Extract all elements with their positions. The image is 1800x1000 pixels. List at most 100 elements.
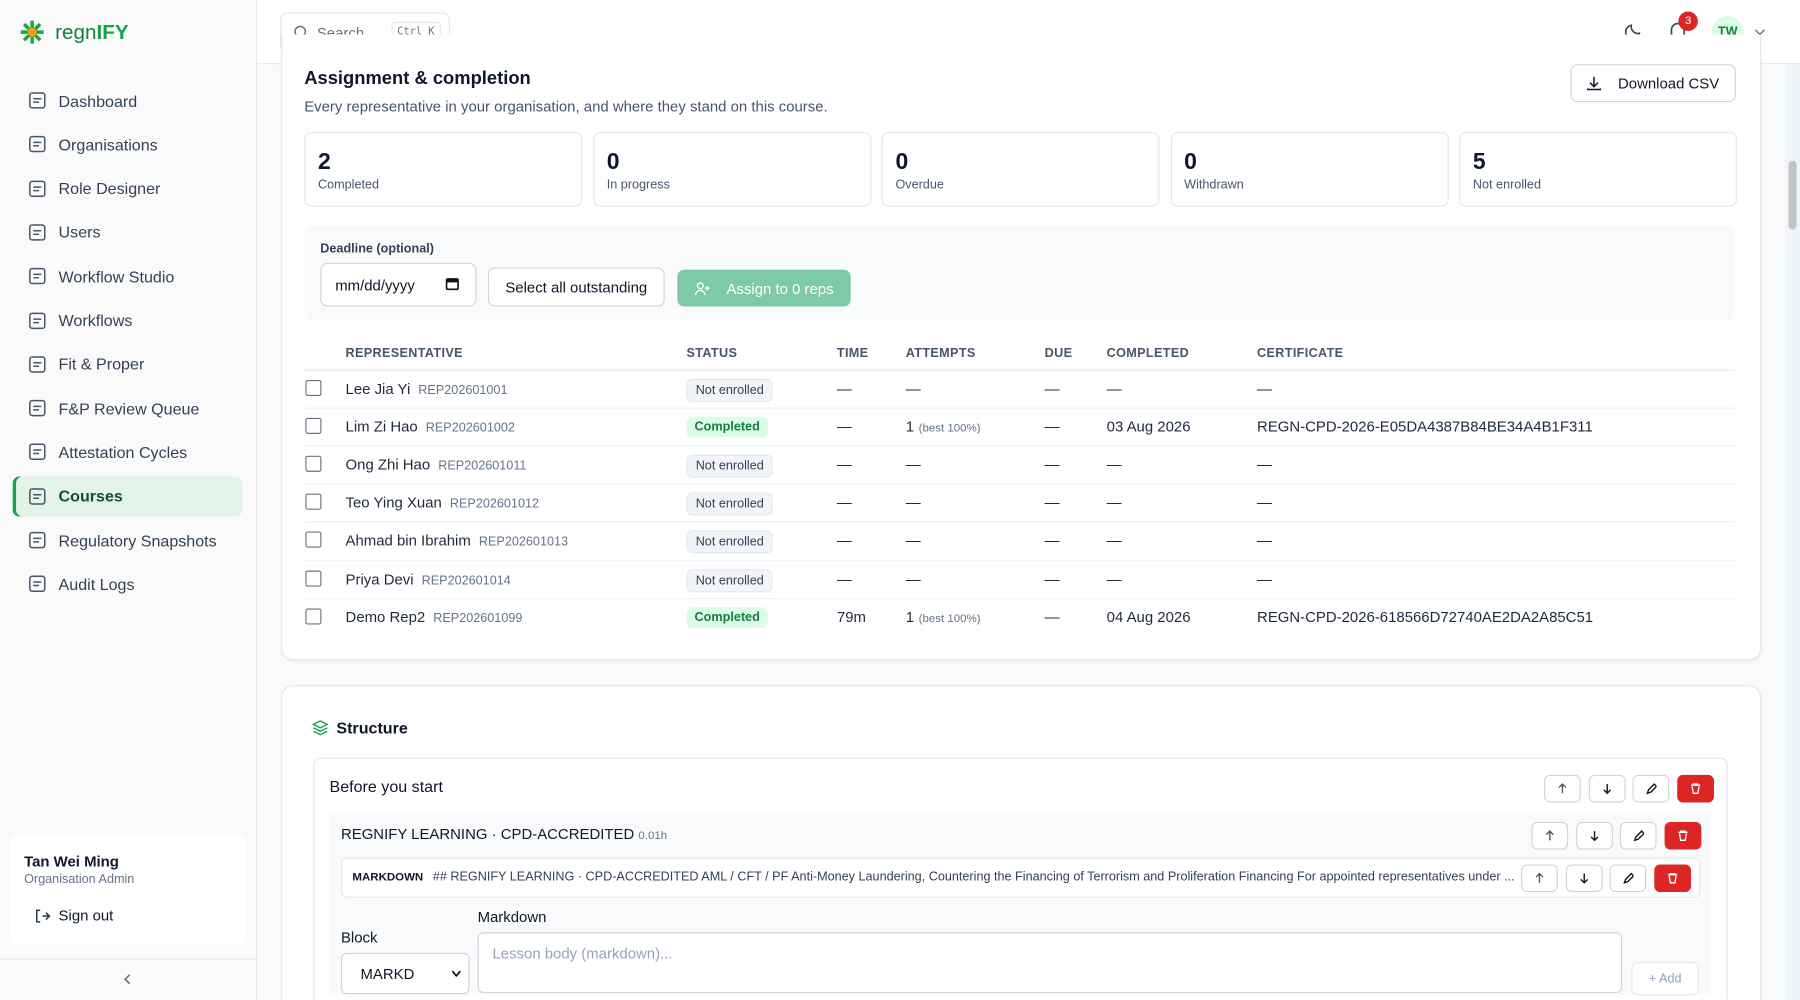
edit-button[interactable] <box>1619 821 1657 850</box>
select-all-label[interactable]: Select all outstanding <box>505 278 648 296</box>
add-label[interactable]: + Add <box>1648 971 1682 986</box>
nav-label[interactable]: Fit & Proper <box>58 355 145 374</box>
row-checkbox[interactable] <box>305 493 322 511</box>
move-down-button[interactable] <box>1575 821 1613 850</box>
nav-icon <box>29 400 46 417</box>
button-icon <box>1623 872 1634 884</box>
due-value: — <box>1044 569 1060 588</box>
nav-item[interactable]: Workflow Studio <box>13 256 243 296</box>
attempts-cell: — <box>906 494 921 511</box>
certificate-value: — <box>1257 531 1272 550</box>
rep-cell: Priya Devi REP202601014 <box>346 570 511 587</box>
nav-item[interactable]: Audit Logs <box>13 564 243 604</box>
move-up-button[interactable] <box>1544 774 1581 803</box>
download-csv[interactable]: Download CSV <box>1570 64 1736 103</box>
assign-button[interactable]: Assign to 0 reps <box>677 269 851 307</box>
nav-item[interactable]: Dashboard <box>13 80 243 120</box>
nav-label[interactable]: Workflow Studio <box>58 267 175 286</box>
time-value: — <box>836 455 852 474</box>
nav-item[interactable]: Role Designer <box>13 168 243 208</box>
certificate-cell: REGN-CPD-2026-E05DA4387B84BE34A4B1F311 <box>1257 418 1593 435</box>
nav-label[interactable]: Workflows <box>58 311 133 330</box>
status-badge: Not enrolled <box>686 568 773 592</box>
completed-cell: — <box>1107 456 1122 473</box>
sign-out-label[interactable]: Sign out <box>58 906 114 925</box>
section-title: Before you start <box>329 777 443 796</box>
due-cell: — <box>1045 418 1060 435</box>
nav-item[interactable]: Workflows <box>13 300 243 340</box>
module-title: REGNIFY LEARNING · CPD-ACCREDITED 0.01h <box>341 825 667 842</box>
nav-label[interactable]: Dashboard <box>58 91 138 110</box>
row-checkbox[interactable] <box>305 531 322 549</box>
nav-item[interactable]: Fit & Proper <box>13 344 243 384</box>
nav-label[interactable]: Audit Logs <box>58 574 135 594</box>
deadline-input[interactable]: mm/dd/yyyy <box>320 262 477 307</box>
move-down-button[interactable] <box>1588 774 1625 803</box>
assign-label[interactable]: Assign to 0 reps <box>726 279 834 297</box>
move-up-button[interactable] <box>1531 821 1569 850</box>
sidebar: regnIFY Dashboard Organisations Role Desig… <box>0 0 258 1000</box>
button-icon <box>1558 783 1567 794</box>
nav-label[interactable]: Organisations <box>58 135 158 154</box>
move-down-button[interactable] <box>1565 864 1603 892</box>
certificate-value: — <box>1257 379 1272 398</box>
nav-label[interactable]: Role Designer <box>58 179 161 198</box>
row-checkbox[interactable] <box>305 379 322 397</box>
nav-label[interactable]: Users <box>58 223 101 242</box>
delete-button[interactable] <box>1676 774 1714 803</box>
stat-label: Withdrawn <box>1184 177 1244 192</box>
nav-icon <box>29 224 46 241</box>
row-rule <box>304 483 1735 485</box>
nav-label[interactable]: Regulatory Snapshots <box>58 530 217 550</box>
status-badge: Completed <box>686 416 768 438</box>
download-label[interactable]: Download CSV <box>1618 74 1720 92</box>
nav-label[interactable]: Courses <box>58 486 123 506</box>
column-header: TIME <box>836 346 869 361</box>
add-button[interactable]: + Add <box>1631 962 1700 996</box>
delete-button[interactable] <box>1664 821 1701 850</box>
nav-label[interactable]: Attestation Cycles <box>58 443 188 462</box>
select-all-button[interactable]: Select all outstanding <box>487 267 665 307</box>
row-checkbox[interactable] <box>305 417 322 435</box>
scrollbar-thumb[interactable] <box>1788 160 1797 230</box>
move-up-button[interactable] <box>1521 864 1558 892</box>
nav-item[interactable]: Regulatory Snapshots <box>13 520 243 560</box>
rep-cell: Ahmad bin Ibrahim REP202601013 <box>346 532 568 549</box>
nav-item[interactable]: Attestation Cycles <box>13 432 243 472</box>
row-checkbox[interactable] <box>305 607 322 625</box>
markdown-input[interactable]: Lesson body (markdown)... <box>477 932 1623 994</box>
block-select[interactable]: MARKD <box>340 952 470 995</box>
nav-icon <box>29 531 46 549</box>
sign-out[interactable]: Sign out <box>34 907 113 924</box>
edit-button[interactable] <box>1632 774 1670 803</box>
time-value: — <box>836 569 852 588</box>
attempts-value: — <box>905 379 921 398</box>
completed-cell: — <box>1107 570 1122 587</box>
nav-item[interactable]: Users <box>13 212 243 252</box>
nav-item[interactable]: Organisations <box>13 124 243 164</box>
attempts-value: — <box>905 531 921 550</box>
nav-icon <box>29 180 46 197</box>
notification-badge: 3 <box>1678 11 1698 31</box>
time-value: — <box>836 531 852 550</box>
block-select-value: MARKD <box>360 965 415 983</box>
certificate-value: — <box>1257 493 1272 512</box>
certificate-cell: — <box>1257 570 1272 587</box>
due-value: — <box>1044 493 1060 512</box>
row-rule <box>304 597 1735 599</box>
collapse-button[interactable] <box>122 974 133 985</box>
assign-icon <box>694 281 710 295</box>
row-checkbox[interactable] <box>305 569 322 587</box>
nav-icon <box>29 268 46 285</box>
stat-label: Not enrolled <box>1472 177 1541 192</box>
attempts-cell: 1 (best 100%) <box>906 418 981 435</box>
edit-button[interactable] <box>1609 864 1647 892</box>
module-name: REGNIFY LEARNING · CPD-ACCREDITED <box>340 825 635 843</box>
row-checkbox[interactable] <box>305 455 322 473</box>
nav-item[interactable]: F&P Review Queue <box>13 388 243 428</box>
nav-label[interactable]: F&P Review Queue <box>58 399 200 418</box>
nav-item[interactable]: Courses <box>12 476 243 517</box>
column-header: STATUS <box>686 346 738 361</box>
delete-button[interactable] <box>1653 864 1691 892</box>
structure-title: Structure <box>336 718 408 738</box>
